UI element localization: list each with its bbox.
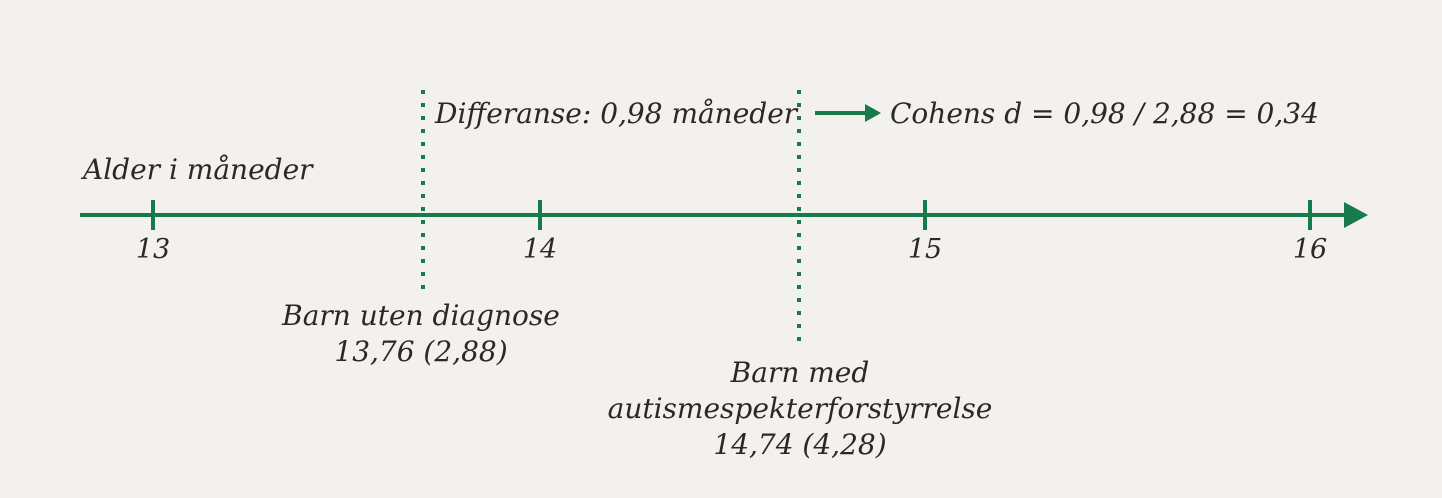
axis-tick-16 bbox=[1308, 200, 1312, 230]
tick-label-15: 15 bbox=[907, 234, 943, 265]
axis-line bbox=[80, 213, 1348, 217]
axis-tick-14 bbox=[538, 200, 542, 230]
group-value-no-diagnosis: 13,76 (2,88) bbox=[334, 335, 508, 368]
cohens-arrow-icon bbox=[865, 104, 881, 122]
cohens-arrow-shaft bbox=[815, 111, 867, 115]
group-label-no-diagnosis: Barn uten diagnose 13,76 (2,88) bbox=[221, 298, 621, 370]
group-name-no-diagnosis: Barn uten diagnose bbox=[282, 299, 560, 332]
group-label-asd: Barn med autismespekterforstyrrelse 14,7… bbox=[540, 355, 1060, 463]
tick-label-14: 14 bbox=[522, 234, 558, 265]
mean-line-asd bbox=[797, 90, 801, 348]
axis-tick-15 bbox=[923, 200, 927, 230]
tick-label-13: 13 bbox=[135, 234, 171, 265]
mean-line-no-diagnosis bbox=[421, 90, 425, 290]
cohens-d-annotation: Cohens d = 0,98 / 2,88 = 0,34 bbox=[890, 97, 1319, 130]
axis-arrow-icon bbox=[1344, 202, 1368, 228]
axis-label: Alder i måneder bbox=[83, 153, 313, 186]
difference-annotation: Differanse: 0,98 måneder bbox=[435, 97, 798, 130]
group-value-asd: 14,74 (4,28) bbox=[713, 428, 887, 461]
axis-tick-13 bbox=[151, 200, 155, 230]
tick-label-16: 16 bbox=[1292, 234, 1328, 265]
group-name-asd: Barn med autismespekterforstyrrelse bbox=[607, 356, 993, 425]
